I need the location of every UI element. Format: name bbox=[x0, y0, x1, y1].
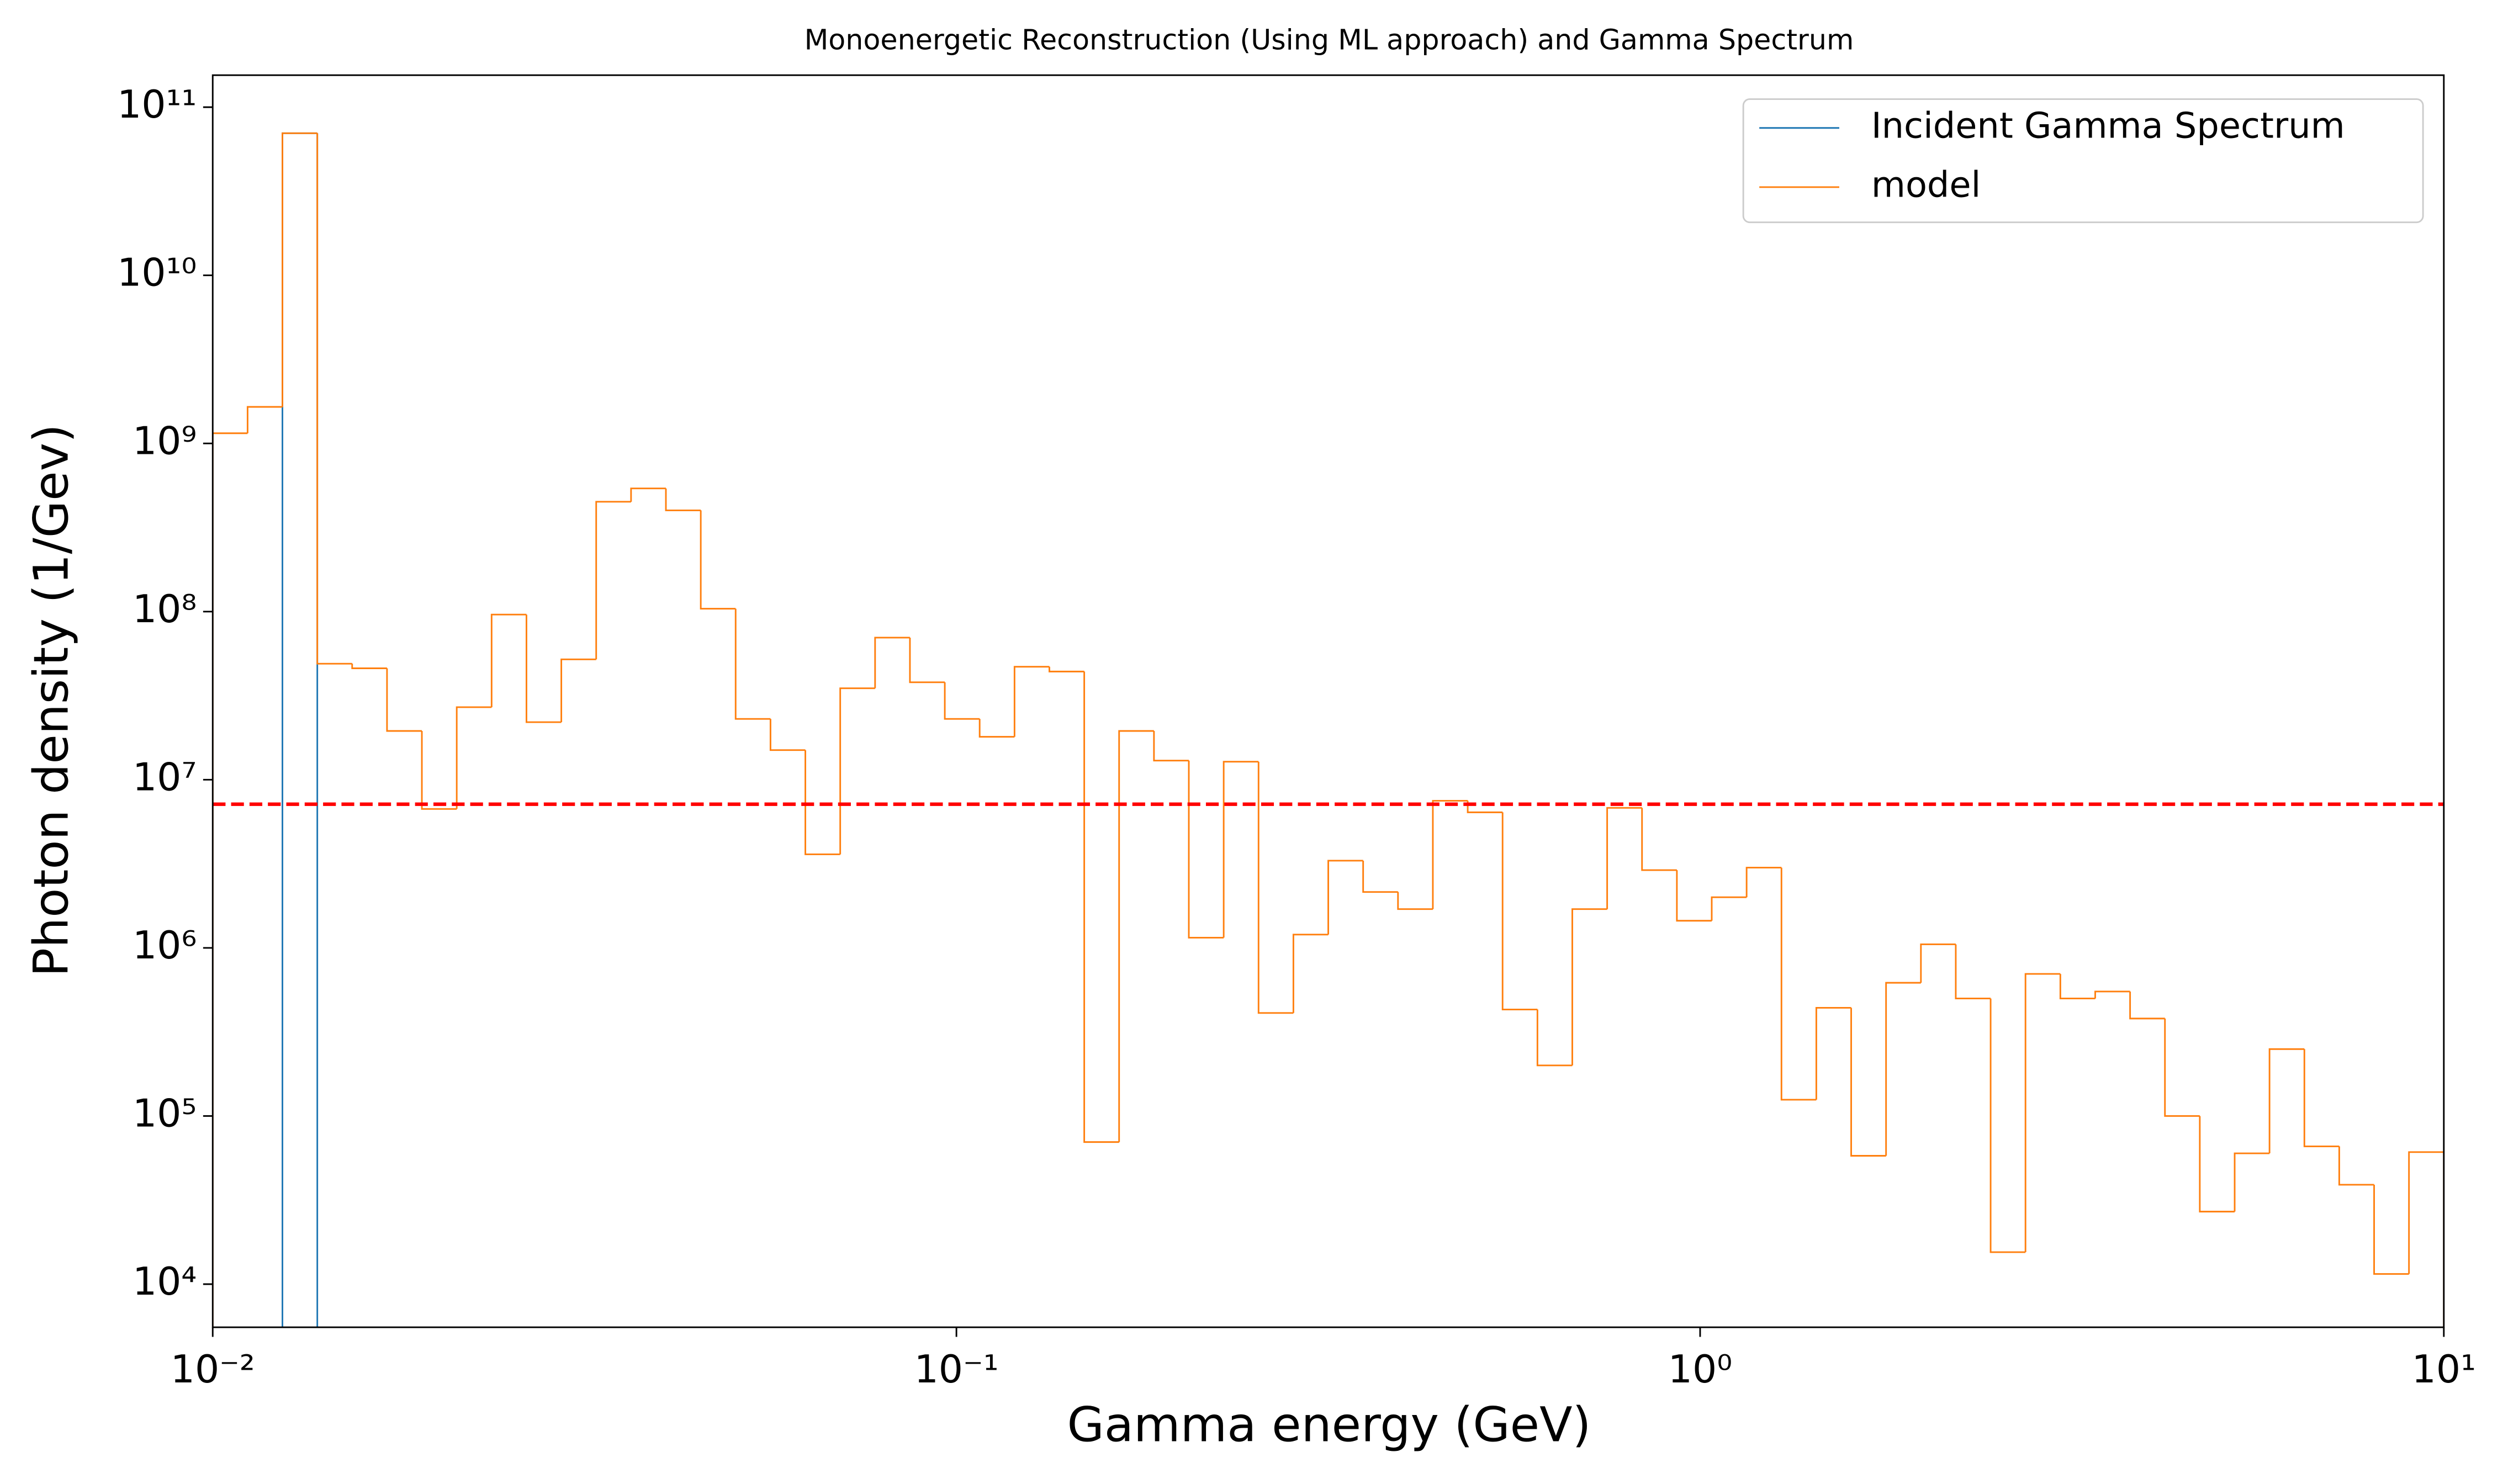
histogram-step bbox=[2338, 1146, 2374, 1186]
histogram-step bbox=[386, 668, 422, 732]
y-tick-label: 10⁸ bbox=[133, 587, 197, 632]
histogram-step bbox=[560, 658, 596, 723]
histogram-step bbox=[2024, 973, 2061, 1253]
histogram-step bbox=[1780, 867, 1817, 1101]
histogram-step bbox=[805, 750, 840, 855]
histogram-step bbox=[2373, 1184, 2409, 1275]
histogram-step bbox=[1501, 812, 1538, 1010]
histogram-step bbox=[1641, 808, 1677, 871]
histogram-step bbox=[2164, 1018, 2200, 1117]
histogram-step bbox=[1989, 998, 2026, 1253]
histogram-step bbox=[1048, 666, 1084, 672]
y-tick-label: 10⁹ bbox=[133, 418, 197, 463]
histogram-step bbox=[1188, 760, 1224, 939]
histogram-step bbox=[1153, 731, 1189, 762]
histogram-step bbox=[978, 719, 1015, 738]
histogram-step bbox=[1920, 943, 1956, 983]
histogram-step bbox=[1606, 807, 1642, 909]
histogram-step bbox=[2094, 990, 2130, 999]
y-tick-label: 10⁵ bbox=[133, 1091, 197, 1136]
histogram-step bbox=[1013, 666, 1050, 737]
histogram-step bbox=[1850, 1008, 1886, 1157]
histogram-step bbox=[421, 731, 457, 810]
y-tick-label: 10¹¹ bbox=[117, 82, 197, 127]
histogram-step bbox=[700, 510, 736, 610]
legend-label: Incident Gamma Spectrum bbox=[1871, 105, 2345, 146]
histogram-step bbox=[1327, 860, 1363, 935]
plot-area bbox=[213, 132, 2444, 1328]
histogram-step bbox=[1432, 799, 1468, 909]
histogram-step bbox=[1955, 944, 1991, 1000]
y-tick-label: 10⁷ bbox=[133, 755, 197, 799]
y-axis-label: Photon density (1/Gev) bbox=[23, 424, 79, 977]
histogram-step bbox=[282, 132, 317, 407]
legend-box bbox=[1742, 98, 2424, 224]
histogram-step bbox=[1815, 1007, 1851, 1100]
histogram-step bbox=[1745, 867, 1782, 898]
chart-title: Monoenergetic Reconstruction (Using ML a… bbox=[805, 23, 1854, 56]
histogram-step bbox=[246, 406, 283, 433]
histogram-step bbox=[630, 487, 666, 502]
histogram-step bbox=[525, 614, 562, 723]
plot-frame bbox=[211, 74, 2445, 1328]
histogram-step bbox=[1885, 982, 1921, 1156]
histogram-step bbox=[874, 637, 910, 688]
histogram-step bbox=[1362, 860, 1398, 893]
histogram-step bbox=[2268, 1048, 2305, 1154]
histogram-step bbox=[2199, 1116, 2235, 1213]
histogram-step bbox=[1223, 761, 1259, 938]
legend-label: model bbox=[1871, 165, 1981, 205]
histogram-step bbox=[665, 488, 701, 511]
histogram-step bbox=[1571, 908, 1607, 1066]
y-tick-label: 10¹⁰ bbox=[117, 251, 197, 295]
histogram-step bbox=[1083, 671, 1119, 1143]
histogram-step bbox=[282, 132, 317, 1328]
histogram-step bbox=[595, 501, 631, 660]
histogram-step bbox=[351, 664, 387, 669]
histogram-step bbox=[1397, 892, 1433, 910]
x-tick-label: 10⁻¹ bbox=[914, 1347, 999, 1392]
histogram-step bbox=[2129, 991, 2165, 1020]
histogram-step bbox=[909, 637, 945, 683]
x-tick-label: 10⁻² bbox=[171, 1347, 255, 1392]
histogram-step bbox=[2303, 1049, 2340, 1147]
histogram-step bbox=[944, 682, 980, 720]
histogram-step bbox=[2408, 1151, 2444, 1328]
histogram-step bbox=[490, 613, 527, 707]
histogram-step bbox=[213, 432, 248, 1328]
histogram-step bbox=[1118, 730, 1154, 1142]
x-tick-label: 10⁰ bbox=[1668, 1347, 1732, 1392]
y-tick-label: 10⁴ bbox=[133, 1259, 197, 1304]
histogram-step bbox=[316, 133, 319, 1328]
histogram-step bbox=[734, 608, 771, 720]
histogram-step bbox=[316, 133, 352, 665]
x-axis-label: Gamma energy (GeV) bbox=[1067, 1397, 1591, 1453]
histogram-step bbox=[2234, 1152, 2270, 1212]
y-tick-label: 10⁶ bbox=[133, 923, 197, 968]
histogram-step bbox=[456, 706, 492, 809]
histogram-step bbox=[839, 687, 875, 855]
histogram-step bbox=[769, 719, 806, 751]
histogram-step bbox=[1257, 761, 1294, 1014]
x-tick-label: 10¹ bbox=[2412, 1347, 2476, 1392]
histogram-step bbox=[1292, 934, 1329, 1013]
histogram-step bbox=[1536, 1009, 1573, 1067]
histogram-step bbox=[2059, 974, 2095, 1000]
histogram-step bbox=[1711, 896, 1747, 921]
histogram-step bbox=[1676, 870, 1712, 922]
